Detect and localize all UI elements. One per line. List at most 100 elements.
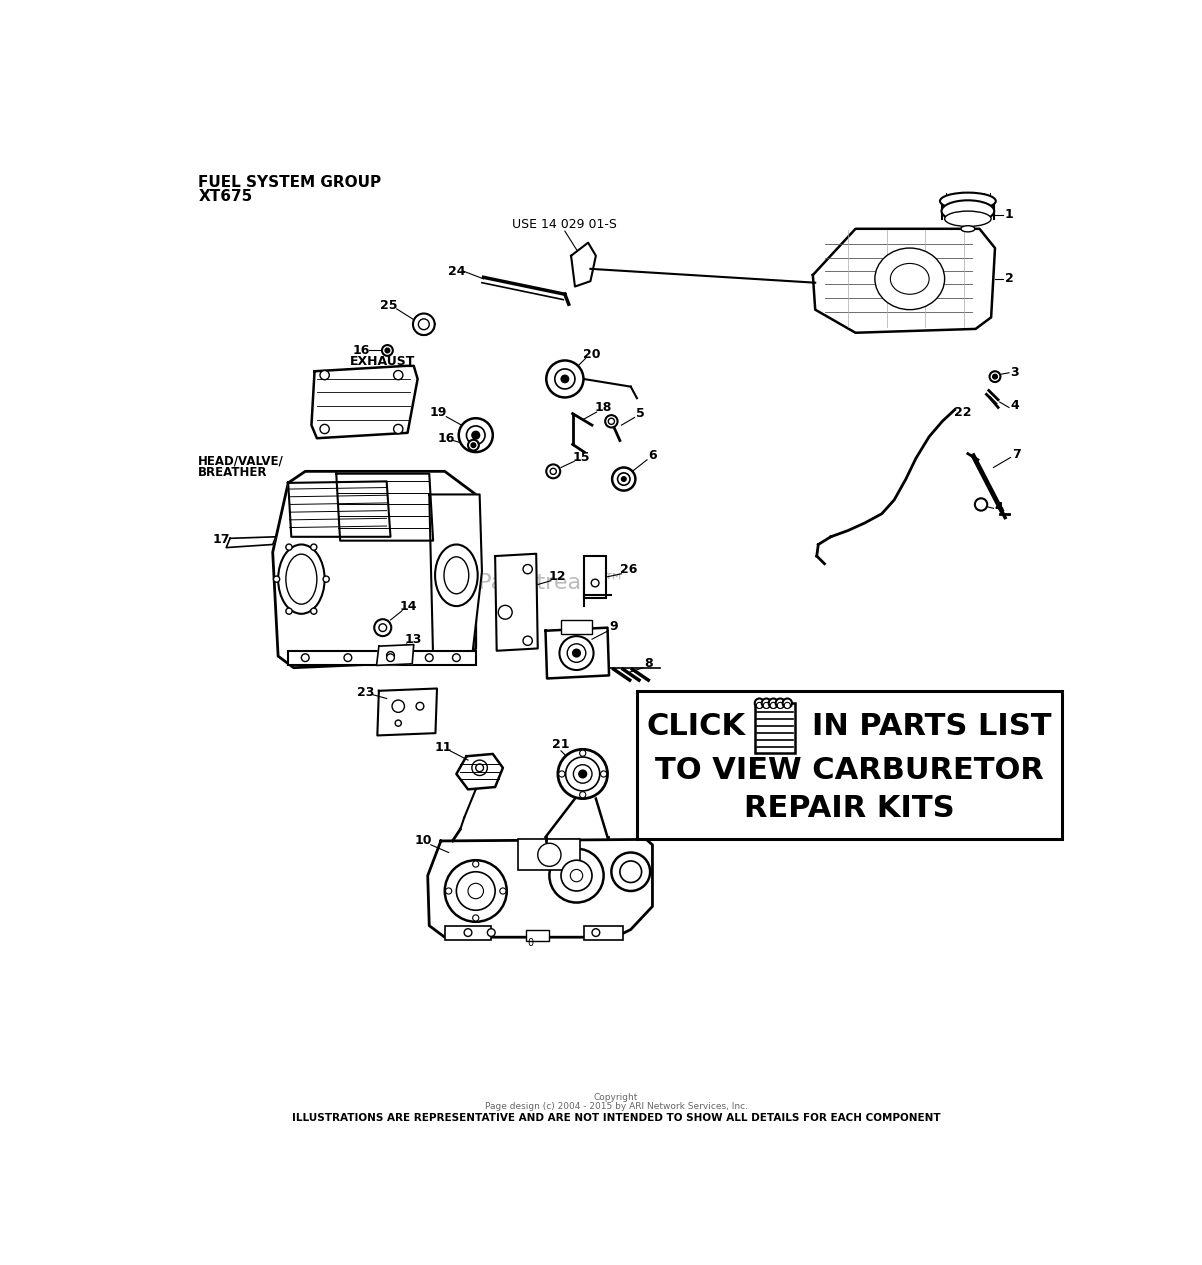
Circle shape: [286, 608, 292, 615]
Circle shape: [374, 619, 392, 636]
Text: 2: 2: [1005, 272, 1013, 286]
Circle shape: [989, 371, 1000, 382]
Circle shape: [784, 702, 791, 708]
Circle shape: [620, 861, 642, 883]
Circle shape: [555, 369, 575, 388]
Text: USE 14 029 01-S: USE 14 029 01-S: [512, 219, 618, 231]
Bar: [288, 650, 476, 664]
Text: 5: 5: [636, 407, 644, 420]
Circle shape: [320, 424, 329, 434]
Circle shape: [579, 750, 585, 756]
Circle shape: [344, 654, 352, 662]
Circle shape: [570, 869, 583, 882]
Circle shape: [770, 702, 776, 708]
Bar: [637, 691, 1061, 839]
Circle shape: [551, 468, 557, 474]
Ellipse shape: [444, 557, 469, 593]
Circle shape: [379, 624, 387, 631]
Circle shape: [769, 698, 778, 707]
Bar: [445, 926, 492, 940]
Text: 9: 9: [609, 620, 618, 634]
Text: 16: 16: [352, 344, 370, 357]
Ellipse shape: [278, 544, 325, 614]
Circle shape: [778, 702, 784, 708]
Bar: [518, 840, 581, 870]
Circle shape: [558, 749, 607, 798]
Polygon shape: [273, 472, 476, 668]
Circle shape: [468, 440, 478, 450]
Circle shape: [579, 792, 585, 798]
Circle shape: [608, 419, 614, 424]
Polygon shape: [495, 554, 537, 650]
Text: 3: 3: [1010, 366, 1018, 378]
Circle shape: [413, 314, 435, 335]
Text: 24: 24: [447, 264, 465, 277]
Circle shape: [426, 654, 433, 662]
Text: 6: 6: [648, 449, 656, 463]
Circle shape: [416, 702, 424, 710]
Circle shape: [387, 654, 394, 662]
Text: IN PARTS LIST: IN PARTS LIST: [811, 712, 1052, 741]
Text: 21: 21: [552, 739, 570, 751]
Circle shape: [605, 415, 618, 428]
Circle shape: [472, 861, 478, 867]
Text: BREATHER: BREATHER: [198, 466, 268, 479]
Circle shape: [286, 544, 292, 550]
Circle shape: [310, 608, 317, 615]
Text: 11: 11: [434, 740, 452, 754]
Circle shape: [468, 883, 483, 898]
Polygon shape: [377, 688, 438, 735]
Circle shape: [323, 576, 329, 582]
Circle shape: [546, 464, 560, 478]
Ellipse shape: [940, 192, 995, 210]
Circle shape: [593, 929, 600, 936]
Text: XT675: XT675: [198, 188, 252, 204]
Ellipse shape: [945, 211, 992, 226]
Text: 22: 22: [953, 406, 971, 419]
Text: CLICK: CLICK: [647, 712, 745, 741]
Circle shape: [975, 498, 987, 511]
Circle shape: [472, 431, 480, 439]
Circle shape: [755, 698, 764, 707]
Polygon shape: [546, 627, 609, 678]
Circle shape: [763, 702, 769, 708]
Polygon shape: [813, 229, 995, 333]
Circle shape: [393, 371, 403, 380]
Text: 23: 23: [357, 686, 374, 698]
Circle shape: [487, 929, 495, 936]
Text: 16: 16: [438, 431, 456, 445]
Circle shape: [621, 477, 626, 482]
Text: Page design (c) 2004 - 2015 by ARI Network Services, Inc.: Page design (c) 2004 - 2015 by ARI Netwo…: [484, 1102, 748, 1111]
Text: 0: 0: [526, 939, 532, 949]
Bar: [584, 926, 623, 940]
Circle shape: [523, 636, 532, 645]
Circle shape: [385, 348, 389, 353]
Circle shape: [537, 844, 561, 867]
Text: TO VIEW CARBURETOR: TO VIEW CARBURETOR: [655, 755, 1043, 784]
Circle shape: [392, 700, 404, 712]
Circle shape: [446, 888, 452, 894]
Text: REPAIR KITS: REPAIR KITS: [744, 794, 954, 824]
Polygon shape: [337, 473, 433, 540]
Text: HEAD/VALVE/: HEAD/VALVE/: [198, 454, 284, 467]
Polygon shape: [428, 840, 653, 937]
Circle shape: [618, 473, 630, 486]
Polygon shape: [226, 536, 275, 548]
Text: 12: 12: [548, 571, 566, 583]
Text: 13: 13: [405, 632, 422, 645]
Circle shape: [382, 345, 393, 355]
Bar: [526, 930, 549, 941]
Circle shape: [591, 579, 599, 587]
Circle shape: [310, 544, 317, 550]
Text: ILLUSTRATIONS ARE REPRESENTATIVE AND ARE NOT INTENDED TO SHOW ALL DETAILS FOR EA: ILLUSTRATIONS ARE REPRESENTATIVE AND ARE…: [292, 1113, 940, 1123]
Polygon shape: [429, 495, 482, 659]
Circle shape: [472, 915, 478, 921]
Circle shape: [561, 860, 593, 891]
Text: 15: 15: [572, 452, 590, 464]
Text: 20: 20: [583, 348, 601, 361]
Circle shape: [559, 770, 565, 777]
Ellipse shape: [435, 544, 477, 606]
Bar: [584, 557, 606, 598]
Text: 4: 4: [1010, 400, 1019, 412]
Circle shape: [993, 374, 998, 380]
